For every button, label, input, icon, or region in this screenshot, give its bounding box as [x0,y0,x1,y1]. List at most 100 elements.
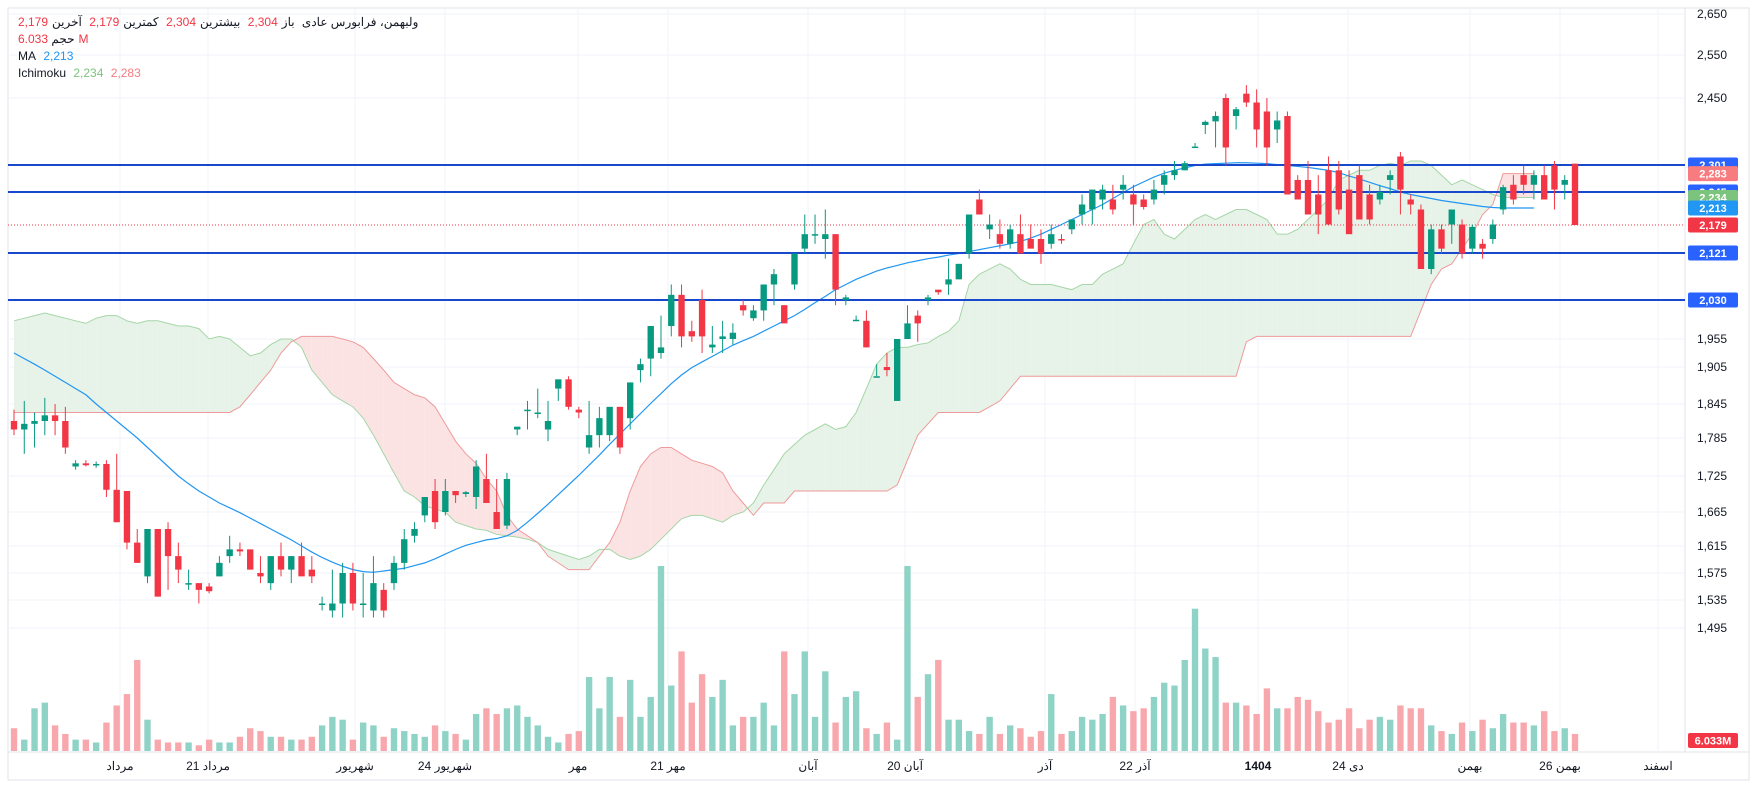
candle[interactable] [781,305,788,324]
candle[interactable] [113,453,120,523]
candle[interactable] [801,214,808,254]
ma-row[interactable]: MA 2,213 [18,48,422,65]
candle[interactable] [565,376,572,410]
candle[interactable] [1469,224,1476,254]
candle[interactable] [72,460,79,470]
candle[interactable] [267,556,274,590]
volume-row[interactable]: حجم 6.033M [18,31,422,48]
candle[interactable] [226,535,233,563]
candle[interactable] [883,353,891,377]
candle[interactable] [534,388,541,419]
candle[interactable] [298,542,305,577]
candle[interactable] [401,529,408,570]
candle[interactable] [637,358,644,383]
candle[interactable] [1520,165,1527,195]
candle[interactable] [370,556,377,618]
candle[interactable] [1263,98,1271,166]
candle[interactable] [678,284,685,348]
candle[interactable] [904,305,911,339]
candle[interactable] [606,406,613,442]
candle[interactable] [92,461,100,468]
candle[interactable] [318,596,326,611]
candle[interactable] [544,400,552,442]
candle[interactable] [1386,170,1394,195]
candle[interactable] [1068,219,1075,235]
candle[interactable] [894,339,901,401]
candle[interactable] [1089,189,1096,225]
candle[interactable] [729,323,737,345]
candle[interactable] [1130,184,1137,225]
candle[interactable] [832,234,839,306]
candle[interactable] [555,379,562,401]
candle[interactable] [996,219,1004,249]
candle[interactable] [1253,89,1260,148]
candle[interactable] [154,529,161,597]
candle[interactable] [945,258,952,295]
candle[interactable] [51,404,59,436]
candle[interactable] [873,364,880,378]
candle[interactable] [185,569,192,590]
candle[interactable] [1325,156,1332,225]
candle[interactable] [709,326,716,353]
candle[interactable] [1458,219,1466,259]
candle[interactable] [1284,111,1291,195]
candle[interactable] [442,479,449,516]
candle[interactable] [1530,170,1538,200]
candle[interactable] [1119,175,1127,200]
candle[interactable] [647,326,654,377]
candle[interactable] [1376,184,1384,205]
candle[interactable] [1541,165,1548,200]
candle[interactable] [585,400,593,454]
candle[interactable] [123,491,131,550]
candle[interactable] [842,294,850,306]
candle[interactable] [257,556,264,584]
candle[interactable] [1448,209,1455,244]
candle[interactable] [719,320,726,353]
candle[interactable] [236,542,244,557]
candle[interactable] [82,460,90,467]
candle[interactable] [380,583,387,618]
candle[interactable] [472,460,480,509]
candle[interactable] [1438,224,1445,254]
candle[interactable] [349,562,357,611]
candle[interactable] [431,479,439,529]
symbol-name[interactable]: ولبهمن، فرابورس عادی [301,15,419,29]
candle[interactable] [411,522,418,543]
candle[interactable] [1006,224,1014,249]
candle[interactable] [739,300,747,316]
candle[interactable] [1551,160,1558,210]
candle[interactable] [1561,175,1568,200]
candle[interactable] [1037,229,1045,264]
candle[interactable] [10,409,18,436]
candle[interactable] [1407,194,1414,215]
candle[interactable] [1345,170,1353,235]
candle[interactable] [31,412,38,448]
candle[interactable] [760,284,767,321]
candle[interactable] [1099,184,1106,210]
candle[interactable] [1161,170,1168,195]
candle[interactable] [1417,204,1425,270]
candle[interactable] [1181,160,1188,171]
candle[interactable] [1048,224,1055,249]
candle[interactable] [1171,160,1178,180]
candle[interactable] [1356,165,1363,220]
candle[interactable] [288,556,295,584]
candle[interactable] [1232,106,1240,130]
candle[interactable] [359,573,367,618]
candle[interactable] [390,556,398,590]
candle[interactable] [1489,219,1497,244]
candle[interactable] [924,294,932,306]
candle[interactable] [1191,142,1199,149]
candle[interactable] [1479,239,1486,259]
candle[interactable] [247,549,254,570]
candles[interactable] [10,85,1579,618]
candle[interactable] [811,214,819,244]
candle[interactable] [1499,184,1507,215]
candle[interactable] [791,253,798,290]
candle[interactable] [575,406,583,419]
candle[interactable] [205,583,213,594]
candle[interactable] [216,556,223,577]
candle[interactable] [822,209,829,259]
candle[interactable] [1335,160,1342,215]
